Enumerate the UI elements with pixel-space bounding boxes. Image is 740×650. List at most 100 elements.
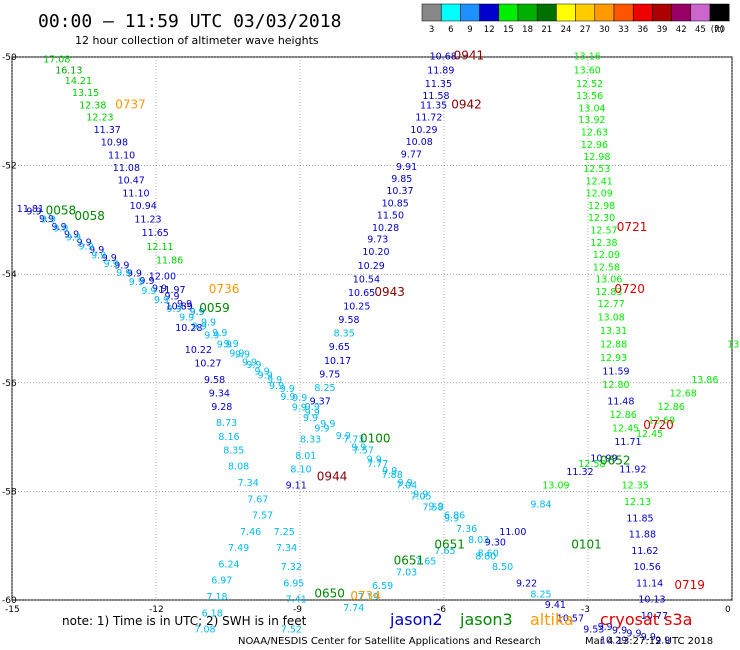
track-reading: 9.9 xyxy=(114,261,129,272)
wave-height-reading: 11.37 xyxy=(94,125,121,136)
pass-time-label: 0101 xyxy=(571,537,602,551)
satellite-legend-entry: jason2 xyxy=(389,610,443,629)
wave-height-reading: 13.13 xyxy=(727,340,740,351)
wave-height-reading: 12.00 xyxy=(149,272,176,283)
wave-height-reading: 11.23 xyxy=(134,215,161,226)
wave-height-reading: 12.80 xyxy=(602,380,629,391)
wave-height-reading: 10.85 xyxy=(382,198,409,209)
wave-height-reading: 11.85 xyxy=(626,513,653,524)
track-reading: 9.9 xyxy=(190,307,205,318)
track-reading: 9.9 xyxy=(229,348,244,359)
wave-height-reading: 9.84 xyxy=(530,500,551,511)
wave-height-reading: 7.74 xyxy=(343,603,364,614)
pass-time-label: 0734 xyxy=(350,589,381,603)
track-reading: 9.9 xyxy=(292,393,307,404)
wave-height-reading: 13.60 xyxy=(574,65,601,76)
color-swatch-label: 70 xyxy=(714,25,725,35)
track-reading: 9.9 xyxy=(267,375,282,386)
pass-time-label: 0721 xyxy=(617,220,648,234)
wave-height-reading: 12.77 xyxy=(598,299,625,310)
wave-height-reading: 6.97 xyxy=(211,576,232,587)
wave-height-reading: 6.95 xyxy=(283,578,304,589)
wave-height-reading: 11.58 xyxy=(422,91,449,102)
wave-height-reading: 12.96 xyxy=(581,140,608,151)
color-swatch xyxy=(460,3,480,22)
wave-height-reading: 9.28 xyxy=(211,402,232,413)
wave-height-reading: 8.33 xyxy=(300,435,321,446)
wave-height-reading: 10.29 xyxy=(358,261,385,272)
track-reading: 9.9 xyxy=(305,402,320,413)
wave-height-reading: 7.52 xyxy=(281,625,302,636)
track-reading: 9.9 xyxy=(351,443,366,454)
wave-height-reading: 11.10 xyxy=(108,151,135,162)
wave-height-reading: 10.89 xyxy=(166,301,193,312)
chart-title: 00:00 – 11:59 UTC 03/03/2018 xyxy=(38,11,341,32)
wave-height-reading: 12.88 xyxy=(600,340,627,351)
wave-height-reading: 13.86 xyxy=(691,375,718,386)
wave-height-reading: 11.89 xyxy=(427,65,454,76)
wave-height-reading: 7.05 xyxy=(410,492,431,503)
color-swatch-label: 6 xyxy=(448,25,453,35)
track-reading: 9.9 xyxy=(179,313,194,324)
track-reading: 9.9 xyxy=(280,384,295,395)
track-reading: 9.9 xyxy=(382,466,397,477)
track-reading: 9.9 xyxy=(167,304,182,315)
y-tick-label: -52 xyxy=(2,162,17,172)
wave-height-reading: 10.47 xyxy=(118,176,145,187)
track-reading: 9.9 xyxy=(217,340,232,351)
satellite-tracks: 9.99.99.99.99.99.99.99.99.99.99.99.99.99… xyxy=(26,206,670,646)
wave-height-reading: 9.30 xyxy=(485,538,506,549)
wave-height-reading: 9.41 xyxy=(545,600,566,611)
wave-height-reading: 11.86 xyxy=(156,255,183,266)
wave-height-reading: 13.56 xyxy=(576,91,603,102)
color-swatch-label: 15 xyxy=(503,25,514,35)
wave-height-reading: 11.35 xyxy=(425,79,452,90)
track-reading: 9.9 xyxy=(204,331,219,342)
color-swatch-label: 3 xyxy=(429,25,434,35)
wave-height-reading: 12.63 xyxy=(581,128,608,139)
wave-height-reading: 12.45 xyxy=(636,429,663,440)
wave-height-reading: 8.25 xyxy=(314,383,335,394)
color-swatch xyxy=(517,3,538,22)
track-reading: 9.9 xyxy=(39,214,54,225)
wave-height-reading: 11.62 xyxy=(631,546,658,557)
track-reading: 9.9 xyxy=(129,277,144,288)
wave-height-reading: 10.13 xyxy=(638,595,665,606)
track-reading: 9.9 xyxy=(26,206,41,217)
pass-time-label: 0942 xyxy=(451,98,482,112)
color-swatch xyxy=(498,3,519,22)
wave-height-reading: 7.19 xyxy=(358,592,379,603)
wave-height-reading: 12.23 xyxy=(86,113,113,124)
x-tick-label: -3 xyxy=(581,605,590,615)
wave-height-reading: 7.36 xyxy=(456,524,477,535)
track-reading: 9.9 xyxy=(127,268,142,279)
y-tick-label: -50 xyxy=(2,53,17,63)
track-reading: 9.9 xyxy=(192,322,207,333)
wave-height-reading: 9.75 xyxy=(319,369,340,380)
track-reading: 9.9 xyxy=(141,286,156,297)
track-reading: 9.9 xyxy=(91,250,106,261)
color-swatch-label: 39 xyxy=(657,25,668,35)
wave-height-reading: 6.59 xyxy=(372,581,393,592)
wave-height-reading: 6.86 xyxy=(444,511,465,522)
track-reading: 9.9 xyxy=(164,291,179,302)
track-reading: 9.9 xyxy=(612,625,627,636)
wave-height-reading: 11.59 xyxy=(602,367,629,378)
track-reading: 9.9 xyxy=(79,241,94,252)
wave-height-reading: 7.65 xyxy=(415,557,436,568)
wave-height-reading: 9.34 xyxy=(209,388,230,399)
wave-height-reading: 13.16 xyxy=(574,52,601,63)
color-swatch xyxy=(671,3,692,22)
wave-height-reading: 7.08 xyxy=(194,625,215,636)
wave-height-reading: 10.17 xyxy=(324,356,351,367)
wave-height-reading: 8.73 xyxy=(216,418,237,429)
track-reading: 9.9 xyxy=(303,413,318,424)
wave-height-reading: 9.73 xyxy=(367,235,388,246)
wave-height-reading: 12.58 xyxy=(593,262,620,273)
wave-height-reading: 7.46 xyxy=(240,527,261,538)
wave-height-reading: 12.52 xyxy=(576,79,603,90)
x-tick-label: 0 xyxy=(725,605,731,615)
wave-height-reading: 8.60 xyxy=(478,549,499,560)
wave-height-reading: 9.11 xyxy=(286,481,307,492)
color-swatch xyxy=(479,3,500,22)
